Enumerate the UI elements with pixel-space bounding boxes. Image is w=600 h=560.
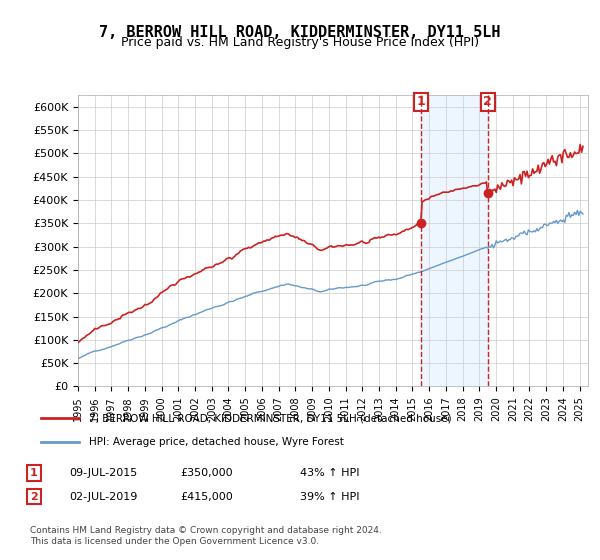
Text: £350,000: £350,000 xyxy=(180,468,233,478)
Text: 1: 1 xyxy=(30,468,38,478)
Text: HPI: Average price, detached house, Wyre Forest: HPI: Average price, detached house, Wyre… xyxy=(89,436,344,446)
Text: Contains HM Land Registry data © Crown copyright and database right 2024.
This d: Contains HM Land Registry data © Crown c… xyxy=(30,526,382,546)
Text: 09-JUL-2015: 09-JUL-2015 xyxy=(69,468,137,478)
Bar xyxy=(421,95,488,386)
Text: 2: 2 xyxy=(483,95,492,108)
Text: 39% ↑ HPI: 39% ↑ HPI xyxy=(300,492,359,502)
Text: 7, BERROW HILL ROAD, KIDDERMINSTER, DY11 5LH (detached house): 7, BERROW HILL ROAD, KIDDERMINSTER, DY11… xyxy=(89,413,452,423)
Text: £415,000: £415,000 xyxy=(180,492,233,502)
Text: 1: 1 xyxy=(417,95,425,108)
Text: 7, BERROW HILL ROAD, KIDDERMINSTER, DY11 5LH: 7, BERROW HILL ROAD, KIDDERMINSTER, DY11… xyxy=(99,25,501,40)
Text: 02-JUL-2019: 02-JUL-2019 xyxy=(69,492,137,502)
Text: 43% ↑ HPI: 43% ↑ HPI xyxy=(300,468,359,478)
Text: 2: 2 xyxy=(30,492,38,502)
Text: Price paid vs. HM Land Registry's House Price Index (HPI): Price paid vs. HM Land Registry's House … xyxy=(121,36,479,49)
